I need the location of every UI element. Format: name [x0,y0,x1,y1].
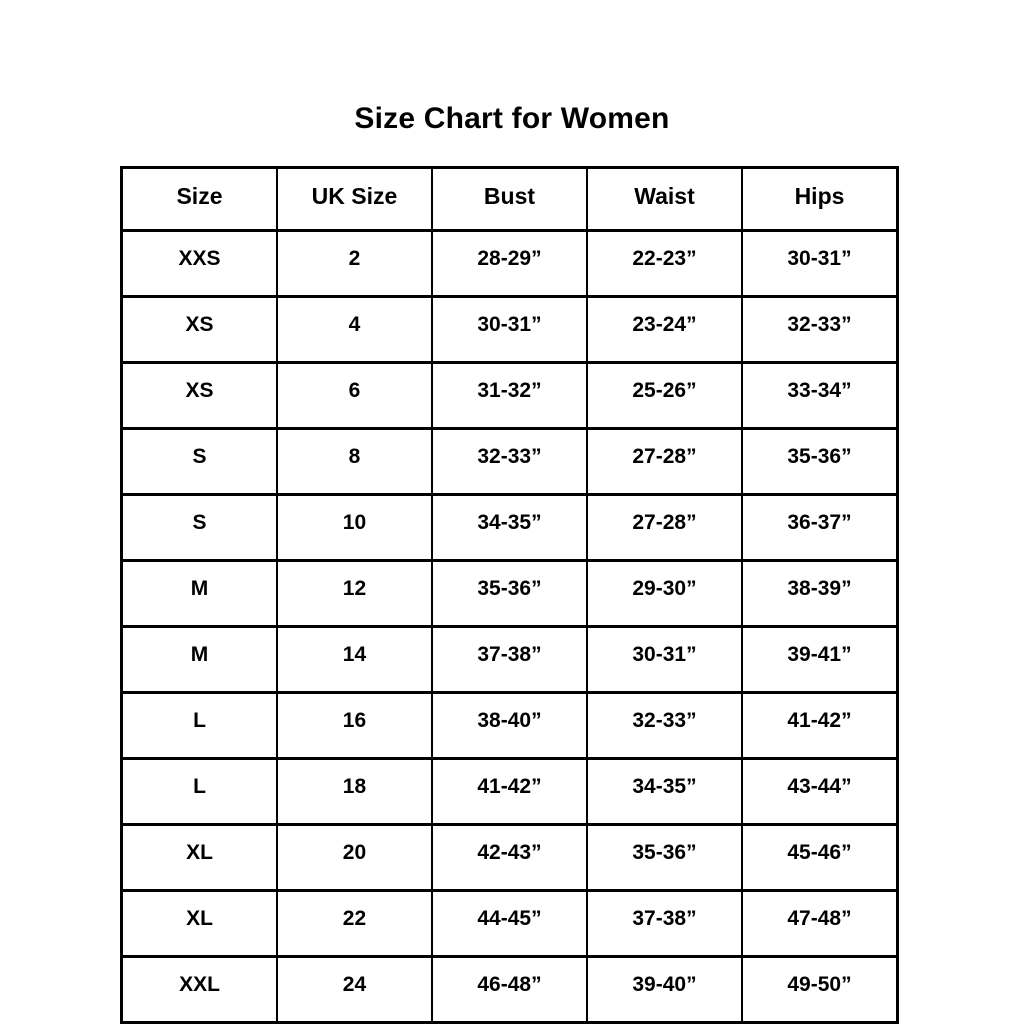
table-cell: 41-42” [430,757,588,826]
table-cell: 44-45” [430,889,588,958]
table-cell: 42-43” [430,823,588,892]
table-cell: 31-32” [430,361,588,430]
table-cell: XXL [120,955,278,1024]
table-cell: 43-44” [740,757,899,826]
table-cell: 22 [275,889,433,958]
table-body: XXS 2 28-29” 22-23” 30-31” XS 4 30-31” 23-24” 32-… [120,229,899,1024]
table-cell: M [120,559,278,628]
table-cell: 34-35” [430,493,588,562]
table-row: L 18 41-42” 34-35” 43-44” [120,757,899,826]
table-header: Size UK Size Bust Waist Hips [120,166,899,232]
table-row: M 12 35-36” 29-30” 38-39” [120,559,899,628]
table-cell: 41-42” [740,691,899,760]
table-cell: 25-26” [585,361,743,430]
table-cell: XXS [120,229,278,298]
column-header: Waist [585,166,743,232]
table-cell: 27-28” [585,493,743,562]
table-cell: 35-36” [430,559,588,628]
table-cell: 38-39” [740,559,899,628]
table-cell: 27-28” [585,427,743,496]
table-cell: 33-34” [740,361,899,430]
table-cell: M [120,625,278,694]
table-row: S 8 32-33” 27-28” 35-36” [120,427,899,496]
table-cell: 37-38” [585,889,743,958]
table-cell: 2 [275,229,433,298]
table-cell: 30-31” [585,625,743,694]
header-row: Size UK Size Bust Waist Hips [120,166,899,232]
table-cell: 10 [275,493,433,562]
table-cell: 47-48” [740,889,899,958]
table-row: XXL 24 46-48” 39-40” 49-50” [120,955,899,1024]
table-cell: S [120,493,278,562]
table-cell: 35-36” [585,823,743,892]
table-cell: 23-24” [585,295,743,364]
column-header: Bust [430,166,588,232]
table-cell: 32-33” [740,295,899,364]
table-cell: 22-23” [585,229,743,298]
table-cell: 30-31” [740,229,899,298]
table-cell: 16 [275,691,433,760]
table-row: XXS 2 28-29” 22-23” 30-31” [120,229,899,298]
table-cell: 29-30” [585,559,743,628]
table-cell: 39-40” [585,955,743,1024]
table-cell: XL [120,823,278,892]
table-cell: 37-38” [430,625,588,694]
column-header: Size [120,166,278,232]
table-cell: 49-50” [740,955,899,1024]
table-row: XL 22 44-45” 37-38” 47-48” [120,889,899,958]
table-cell: 28-29” [430,229,588,298]
table-cell: 24 [275,955,433,1024]
table-cell: XS [120,295,278,364]
table-cell: 35-36” [740,427,899,496]
table-cell: 46-48” [430,955,588,1024]
table-cell: 18 [275,757,433,826]
table-row: L 16 38-40” 32-33” 41-42” [120,691,899,760]
table-cell: S [120,427,278,496]
table-cell: XS [120,361,278,430]
table-cell: 32-33” [430,427,588,496]
table-cell: 36-37” [740,493,899,562]
page-title: Size Chart for Women [354,102,670,135]
table-cell: 12 [275,559,433,628]
table-row: XS 4 30-31” 23-24” 32-33” [120,295,899,364]
table-cell: 38-40” [430,691,588,760]
table-row: XL 20 42-43” 35-36” 45-46” [120,823,899,892]
table-cell: 14 [275,625,433,694]
table-cell: 20 [275,823,433,892]
column-header: UK Size [275,166,433,232]
table-cell: L [120,757,278,826]
table-row: S 10 34-35” 27-28” 36-37” [120,493,899,562]
table-cell: L [120,691,278,760]
column-header: Hips [740,166,899,232]
table-cell: 8 [275,427,433,496]
size-chart-table: Size UK Size Bust Waist Hips XXS 2 28-29” 22-23… [120,166,899,1024]
table-row: M 14 37-38” 30-31” 39-41” [120,625,899,694]
table-cell: 34-35” [585,757,743,826]
table-cell: 4 [275,295,433,364]
table-cell: XL [120,889,278,958]
table-cell: 39-41” [740,625,899,694]
table-cell: 30-31” [430,295,588,364]
table-cell: 6 [275,361,433,430]
table-cell: 45-46” [740,823,899,892]
table-cell: 32-33” [585,691,743,760]
table-row: XS 6 31-32” 25-26” 33-34” [120,361,899,430]
